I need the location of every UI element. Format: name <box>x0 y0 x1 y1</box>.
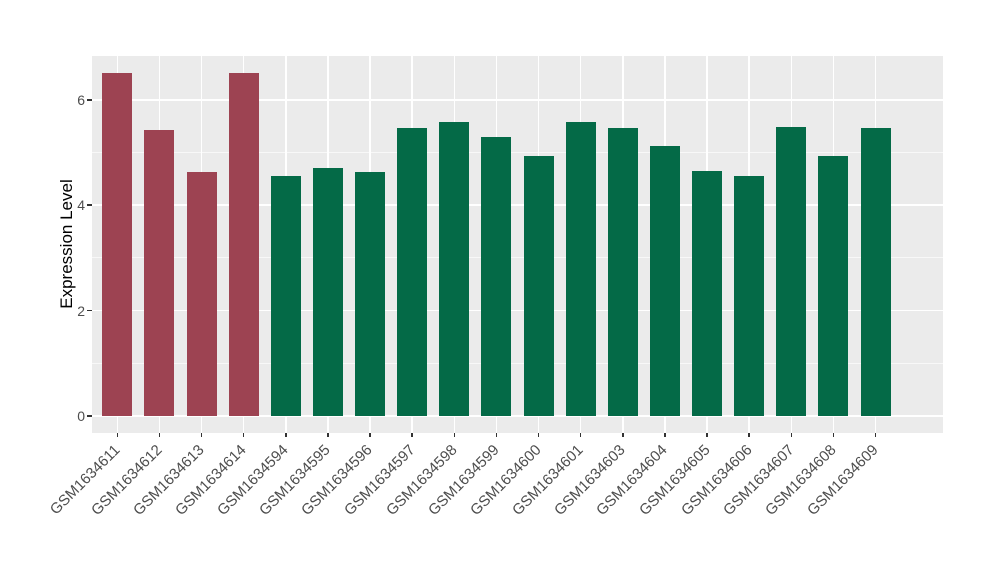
y-tick-mark <box>87 99 92 101</box>
bar-GSM1634614 <box>228 73 259 417</box>
y-tick-mark <box>87 415 92 417</box>
bar-GSM1634595 <box>312 167 343 417</box>
major-gridline <box>92 99 943 101</box>
bar-GSM1634598 <box>439 122 470 417</box>
bar-GSM1634612 <box>144 130 175 417</box>
bar-GSM1634601 <box>565 121 596 417</box>
x-tick-mark <box>242 433 245 437</box>
y-tick-mark <box>87 309 92 312</box>
major-gridline <box>92 415 943 417</box>
x-tick-mark <box>453 433 456 437</box>
x-tick-mark <box>706 433 708 437</box>
major-gridline <box>92 204 943 206</box>
major-gridline <box>92 309 943 312</box>
plot-panel <box>92 56 943 433</box>
x-tick-mark <box>495 433 498 437</box>
y-tick-label: 6 <box>77 91 85 108</box>
x-tick-mark <box>116 433 119 437</box>
y-tick-label: 4 <box>77 197 85 214</box>
bar-GSM1634603 <box>607 128 638 417</box>
bar-GSM1634596 <box>355 172 386 417</box>
bar-GSM1634606 <box>734 175 765 417</box>
bar-GSM1634599 <box>481 136 512 417</box>
bar-GSM1634611 <box>102 73 133 417</box>
x-tick-mark <box>832 433 835 437</box>
bar-GSM1634609 <box>860 128 891 417</box>
x-tick-mark <box>748 433 750 437</box>
bar-GSM1634613 <box>186 172 217 417</box>
x-tick-mark <box>874 433 877 437</box>
x-tick-mark <box>369 433 371 437</box>
y-tick-label: 0 <box>77 408 85 425</box>
x-tick-mark <box>579 433 582 437</box>
bar-GSM1634605 <box>692 170 723 417</box>
bar-GSM1634607 <box>776 127 807 417</box>
x-tick-mark <box>285 433 287 437</box>
x-tick-mark <box>622 433 624 437</box>
minor-gridline <box>92 257 943 259</box>
bar-GSM1634600 <box>523 156 554 417</box>
x-tick-mark <box>537 433 540 437</box>
y-tick-label: 2 <box>77 302 85 319</box>
minor-gridline <box>92 362 943 364</box>
x-tick-mark <box>200 433 203 437</box>
x-tick-mark <box>327 433 329 437</box>
bar-GSM1634597 <box>397 127 428 417</box>
x-tick-mark <box>158 433 161 437</box>
bar-GSM1634608 <box>818 156 849 417</box>
y-tick-mark <box>87 204 92 206</box>
x-tick-mark <box>411 433 413 437</box>
minor-gridline <box>92 151 943 153</box>
x-tick-mark <box>664 433 666 437</box>
bar-GSM1634594 <box>270 175 301 417</box>
x-tick-mark <box>790 433 793 437</box>
bar-GSM1634604 <box>649 146 680 417</box>
